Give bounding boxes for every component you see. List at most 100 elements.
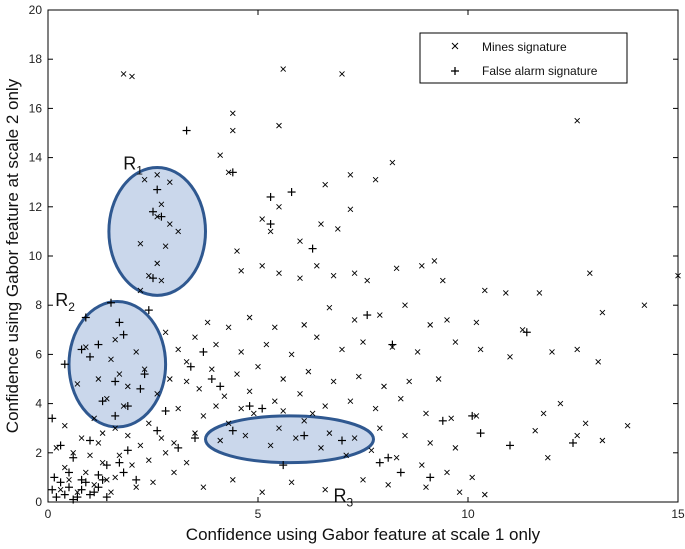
mine-point: [276, 270, 282, 277]
mine-point: [406, 378, 413, 385]
mine-point: [418, 263, 425, 269]
false-alarm-point: [94, 470, 103, 479]
mine-point: [145, 272, 152, 279]
mine-point: [234, 371, 240, 377]
false-alarm-point: [468, 411, 477, 420]
mine-point: [120, 403, 127, 409]
false-alarm-point: [228, 168, 237, 177]
mine-point: [351, 317, 358, 323]
mine-point: [271, 324, 278, 331]
mine-point: [99, 459, 106, 466]
mine-point: [288, 479, 295, 486]
mine-point: [183, 459, 190, 466]
false-alarm-point: [245, 402, 254, 411]
mine-point: [444, 469, 450, 476]
mine-point: [120, 71, 127, 77]
false-alarm-point: [216, 382, 225, 391]
y-tick-label: 14: [29, 151, 43, 165]
mine-point: [267, 228, 274, 235]
false-alarm-point: [396, 468, 405, 477]
false-alarm-point: [56, 441, 65, 450]
false-alarm-point: [136, 384, 145, 393]
mine-point: [544, 454, 551, 461]
false-alarm-point: [102, 461, 111, 470]
mine-point: [431, 258, 438, 264]
false-alarm-point: [569, 438, 577, 447]
mine-point: [351, 435, 358, 441]
mine-point: [162, 243, 169, 249]
mine-point: [595, 358, 602, 365]
region-ellipse-r2: [67, 300, 168, 429]
false-alarm-point: [77, 475, 86, 484]
mine-point: [166, 221, 173, 227]
mine-point: [267, 442, 274, 449]
x-tick-label: 0: [45, 507, 52, 521]
false-alarm-point: [94, 340, 103, 349]
false-alarm-point: [388, 340, 397, 349]
false-alarm-point: [161, 406, 170, 415]
mine-point: [334, 226, 341, 232]
mine-point: [78, 435, 85, 441]
mine-point: [439, 277, 446, 284]
mine-point: [137, 240, 144, 247]
mine-point: [87, 452, 93, 459]
mine-point: [313, 263, 320, 269]
mine-point: [339, 71, 345, 77]
mine-point: [158, 277, 165, 284]
y-tick-label: 4: [35, 397, 42, 411]
axis-ticks: 0 5 10 15 0 2 4 6 8 10 12 14 16 18 20: [29, 3, 685, 521]
false-alarm-point: [119, 330, 128, 339]
mine-point: [154, 213, 161, 220]
false-alarm-point: [77, 345, 86, 354]
mine-point: [557, 400, 564, 407]
mine-point: [263, 341, 270, 348]
region-label-r1: R1: [123, 153, 143, 177]
mine-point: [217, 437, 224, 444]
false-alarm-point: [191, 434, 199, 443]
mine-point: [297, 275, 303, 281]
legend-label-false-alarm: False alarm signature: [482, 64, 598, 78]
mine-point: [175, 228, 182, 235]
mine-point: [393, 265, 400, 272]
region-label-r2: R2: [55, 290, 75, 314]
false-alarm-point: [60, 360, 69, 369]
mine-point: [507, 354, 513, 360]
mine-point: [255, 363, 261, 370]
highlight-regions: R1 R2 R3: [55, 153, 375, 509]
legend-box: [419, 32, 628, 84]
mine-point: [435, 376, 442, 382]
mine-point: [213, 403, 219, 409]
mine-point: [129, 462, 135, 468]
false-alarm-point: [157, 212, 166, 221]
false-alarm-point: [77, 485, 86, 494]
mine-point: [74, 381, 81, 387]
mine-point: [238, 267, 245, 274]
mine-point: [301, 322, 308, 328]
mine-point: [154, 390, 161, 397]
false-alarm-point: [56, 478, 65, 487]
false-alarm-point: [48, 485, 57, 494]
mine-point: [82, 469, 89, 476]
mine-point: [372, 176, 379, 183]
false-alarm-point: [102, 493, 111, 502]
mine-point: [192, 334, 198, 340]
mine-point: [292, 435, 299, 441]
false-alarm-point: [228, 426, 237, 435]
mine-point: [444, 317, 450, 323]
legend: Mines signature False alarm signature: [419, 32, 628, 84]
mine-point: [70, 449, 77, 456]
x-tick-label: 5: [255, 507, 262, 521]
mine-point: [599, 309, 606, 316]
false-alarm-point: [199, 347, 208, 356]
false-alarm-point: [107, 298, 115, 307]
false-alarm-point: [186, 362, 195, 371]
legend-marker-false-alarm: [451, 67, 459, 75]
mine-point: [297, 390, 303, 397]
mine-point: [112, 425, 119, 432]
legend-label-mines: Mines signature: [482, 40, 567, 54]
mine-point: [271, 398, 278, 404]
mine-point: [145, 420, 152, 427]
mine-point: [129, 73, 135, 80]
mine-point: [414, 349, 421, 355]
